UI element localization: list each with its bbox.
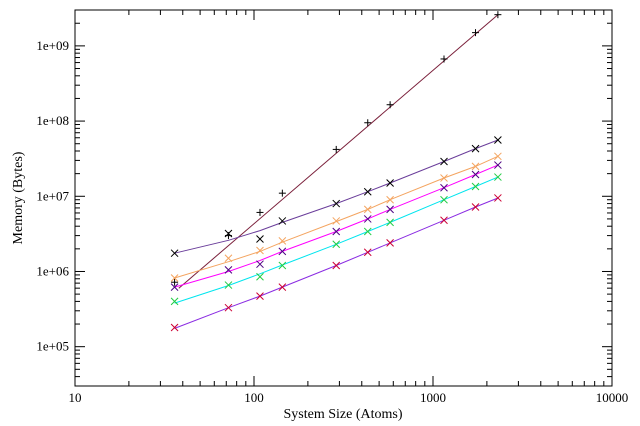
data-point (332, 217, 341, 225)
data-point (170, 297, 179, 306)
series-line (174, 176, 499, 304)
series-1 (171, 11, 502, 289)
data-point (440, 216, 448, 225)
data-point (363, 187, 372, 196)
series-4 (170, 161, 502, 291)
data-point (471, 170, 480, 179)
data-point (332, 199, 341, 208)
data-point (170, 323, 179, 332)
data-point (364, 119, 372, 127)
data-point (440, 157, 448, 166)
data-point (256, 272, 264, 281)
data-point (494, 173, 502, 181)
x-tick-label: 1000 (420, 390, 446, 405)
data-point (386, 205, 394, 214)
data-point (494, 161, 502, 169)
data-point (494, 11, 502, 19)
data-point (224, 303, 233, 312)
series-2 (170, 136, 502, 258)
data-point (170, 249, 179, 258)
data-point (256, 235, 264, 243)
data-point (363, 227, 372, 236)
y-tick-label: 1e+05 (36, 339, 69, 354)
y-tick-label: 1e+06 (36, 263, 69, 278)
data-point (386, 239, 394, 247)
data-point (224, 229, 233, 238)
data-point (278, 237, 287, 245)
data-point (278, 189, 286, 197)
data-point (278, 261, 287, 270)
data-point (256, 260, 264, 269)
series-3 (170, 152, 502, 282)
series-line (174, 197, 499, 329)
data-point (278, 217, 287, 225)
data-point (471, 203, 480, 211)
data-point (440, 174, 448, 182)
x-axis-ticks: 10 100 1000 10000 (69, 10, 629, 405)
data-point (278, 283, 287, 291)
data-point (332, 227, 341, 236)
data-point (363, 215, 372, 223)
data-point (440, 183, 448, 192)
x-tick-label: 10 (69, 390, 82, 405)
data-point (224, 254, 233, 263)
series-line (174, 139, 499, 254)
data-point (256, 292, 264, 300)
y-axis-label: Memory (Bytes) (11, 151, 26, 244)
series-line (174, 164, 499, 288)
data-point (386, 101, 394, 109)
data-point (494, 152, 502, 161)
data-point (472, 29, 480, 37)
data-point (363, 248, 372, 257)
y-tick-label: 1e+09 (36, 38, 69, 53)
data-point (440, 195, 448, 204)
data-point (256, 246, 264, 255)
data-point (494, 136, 502, 144)
data-point (278, 247, 287, 256)
y-axis-ticks: 1e+05 1e+06 1e+07 1e+08 1e+09 (36, 9, 612, 387)
plot-frame (74, 9, 613, 387)
series-6 (170, 194, 502, 332)
data-point (224, 266, 233, 274)
data-point (471, 182, 480, 191)
series-5 (170, 173, 502, 306)
data-point (494, 194, 502, 202)
data-point (170, 283, 179, 291)
data-point (440, 55, 448, 63)
x-tick-label: 10000 (596, 390, 629, 405)
y-tick-label: 1e+08 (36, 113, 69, 128)
data-point (386, 218, 394, 227)
series-layer (170, 11, 502, 332)
data-point (386, 179, 394, 187)
y-tick-label: 1e+07 (36, 188, 69, 203)
x-tick-label: 100 (244, 390, 264, 405)
data-point (386, 195, 394, 204)
data-point (471, 162, 480, 171)
data-point (171, 278, 179, 286)
series-line (174, 155, 499, 279)
data-point (363, 205, 372, 214)
data-point (332, 240, 341, 249)
series-line (178, 14, 499, 289)
data-point (332, 261, 341, 270)
data-point (332, 145, 340, 153)
x-axis-label: System Size (Atoms) (284, 407, 403, 422)
data-point (471, 144, 480, 153)
data-point (224, 281, 233, 289)
data-point (170, 274, 179, 282)
data-point (256, 208, 264, 216)
